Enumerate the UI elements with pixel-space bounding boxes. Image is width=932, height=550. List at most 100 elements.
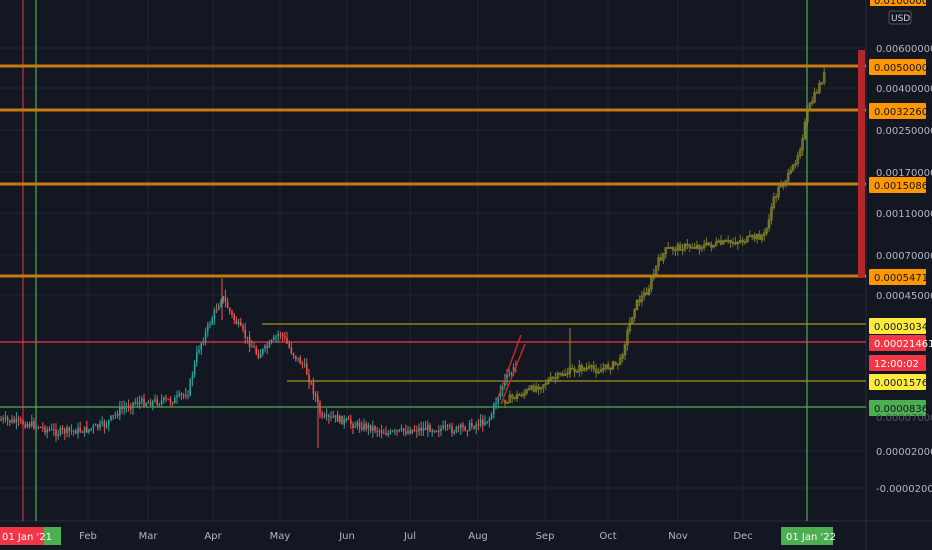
candle-body — [297, 357, 299, 359]
candle-body — [114, 414, 117, 416]
candle-body — [279, 334, 282, 336]
projection-body — [522, 392, 526, 397]
projection-body — [808, 103, 812, 111]
candle-body — [464, 426, 466, 431]
projection-body — [729, 240, 732, 243]
price-badge[interactable] — [869, 374, 926, 390]
candle-body — [110, 415, 112, 421]
projection-body — [755, 234, 759, 240]
candle-body — [211, 318, 213, 325]
projection-body — [738, 240, 742, 243]
candle-body — [438, 430, 440, 432]
candle-body — [442, 425, 444, 429]
y-tick-label: 0.00250000 — [876, 126, 932, 137]
projection-body — [695, 244, 699, 249]
projection-body — [539, 387, 543, 390]
y-tick-label: 0.00070000 — [876, 251, 932, 262]
projection-body — [693, 247, 696, 249]
projection-body — [702, 244, 706, 249]
x-tick-label: Nov — [668, 531, 688, 542]
projection-body — [618, 357, 622, 365]
candle-body — [449, 425, 451, 427]
range-bar — [858, 50, 865, 278]
candle-body — [2, 418, 4, 421]
candle-body — [431, 430, 433, 432]
x-tick-label: Apr — [204, 531, 222, 542]
candle-body — [383, 433, 385, 435]
projection-body — [724, 240, 728, 243]
candle-body — [332, 416, 334, 418]
currency-box[interactable] — [888, 10, 912, 25]
candle-body — [182, 394, 185, 396]
projection-body — [746, 236, 749, 243]
projection-body — [614, 361, 617, 365]
projection-body — [678, 244, 682, 251]
candle-body — [123, 407, 125, 409]
projection-body — [558, 372, 562, 375]
candle-body — [224, 296, 227, 302]
projection-body — [503, 399, 507, 404]
x-tick-label: Oct — [599, 531, 616, 542]
price-badge-label: 0.00015761 — [874, 378, 932, 389]
candle-body — [471, 422, 473, 427]
candle-body — [147, 402, 150, 404]
candle-body — [207, 324, 209, 332]
price-badge[interactable] — [869, 177, 926, 193]
price-badge[interactable] — [869, 318, 926, 334]
projection-body — [642, 292, 646, 297]
candle-body — [457, 426, 460, 429]
projection-body — [770, 207, 773, 221]
candle-body — [310, 382, 312, 384]
price-badge[interactable] — [869, 355, 926, 371]
candles-history — [0, 278, 517, 448]
candle-body — [380, 430, 383, 434]
trend-line[interactable] — [496, 334, 522, 401]
candle-body — [312, 382, 315, 394]
candle-body — [477, 424, 480, 426]
candle-body — [435, 430, 438, 432]
projection-body — [782, 183, 785, 187]
date-badge-right-label: 01 Jan '22 — [786, 532, 836, 543]
candle-body — [347, 418, 350, 420]
candle-body — [490, 413, 493, 419]
trend-line[interactable] — [500, 343, 526, 405]
candle-body — [427, 424, 429, 431]
candle-body — [200, 343, 202, 351]
candle-body — [266, 345, 268, 348]
candle-body — [97, 424, 99, 428]
x-axis[interactable]: Feb Mar Apr May Jun Jul Aug Sep Oct Nov Dec 01 Jan … — [0, 527, 836, 545]
projection-body — [582, 367, 586, 371]
price-badge[interactable] — [869, 269, 926, 285]
y-axis[interactable]: 0.00600000 0.00400000 0.00250000 0.00170000… — [869, 0, 932, 495]
price-badge[interactable] — [869, 103, 926, 119]
candle-body — [149, 402, 152, 406]
projection-body — [806, 109, 809, 123]
price-badge[interactable] — [869, 59, 926, 75]
projection-body — [508, 394, 512, 403]
projection-body — [623, 344, 627, 356]
candle-body — [163, 397, 165, 401]
candle-body — [308, 374, 310, 383]
candle-body — [284, 336, 286, 339]
candle-body — [233, 314, 235, 320]
candle-body — [57, 433, 59, 436]
candle-body — [453, 432, 455, 434]
projection-body — [554, 377, 557, 380]
candle-body — [145, 403, 147, 406]
price-badge[interactable] — [869, 335, 926, 351]
projection-body — [537, 386, 540, 390]
projection-body — [556, 372, 560, 379]
price-badge[interactable] — [869, 400, 926, 416]
projection-body — [662, 253, 665, 261]
y-tick-label: 0.00002000 — [876, 447, 932, 458]
projection-body — [741, 240, 744, 243]
candle-body — [462, 424, 464, 427]
projection-body — [791, 164, 795, 171]
projection-body — [669, 247, 672, 249]
projection-body — [659, 257, 663, 261]
projection-body — [597, 371, 600, 374]
candle-body — [24, 424, 26, 428]
candle-body — [262, 348, 264, 355]
